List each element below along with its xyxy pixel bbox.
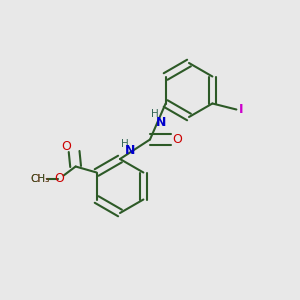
- Text: H: H: [151, 109, 159, 119]
- Text: N: N: [156, 116, 166, 130]
- Text: CH₃: CH₃: [30, 173, 49, 184]
- Text: N: N: [124, 144, 135, 157]
- Text: O: O: [54, 172, 64, 185]
- Text: I: I: [238, 103, 243, 116]
- Text: CH₃: CH₃: [30, 173, 49, 184]
- Text: H: H: [121, 139, 128, 149]
- Text: O: O: [62, 140, 72, 154]
- Text: O: O: [172, 133, 182, 146]
